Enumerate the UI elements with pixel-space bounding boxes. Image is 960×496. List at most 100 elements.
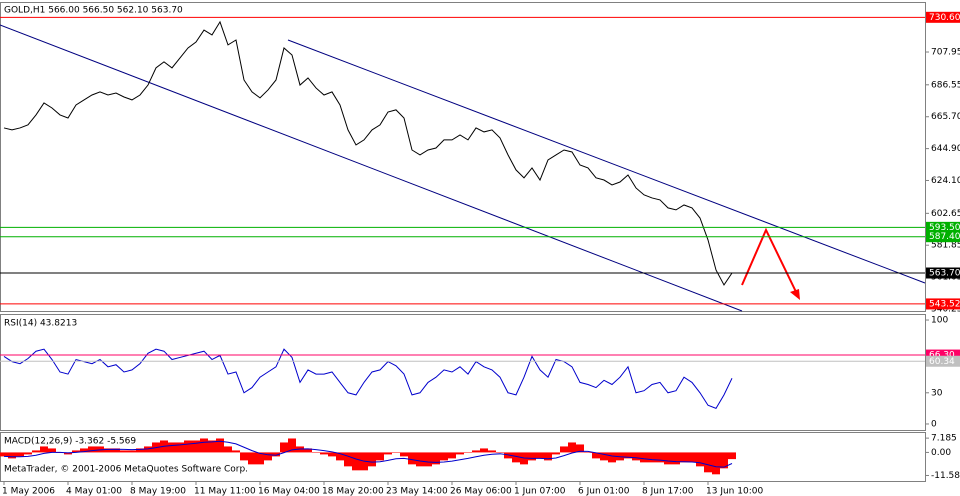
y-tick-label: 644.90 <box>931 144 960 154</box>
level-label: 563.70 <box>929 269 960 279</box>
x-tick-label: 6 Jun 01:00 <box>578 487 630 496</box>
histogram-bar <box>248 452 256 465</box>
histogram-bar <box>568 442 576 453</box>
histogram-bar <box>456 452 464 455</box>
histogram-bar <box>416 452 424 467</box>
histogram-bar <box>656 452 664 463</box>
histogram-bar <box>528 452 536 461</box>
signal-line <box>3 440 733 468</box>
histogram-bar <box>40 446 48 453</box>
level-box <box>926 231 960 243</box>
x-tick-label: 8 Jun 17:00 <box>642 487 694 496</box>
histogram-bar <box>352 452 360 471</box>
histogram-bar <box>648 452 656 463</box>
histogram-bar <box>256 452 264 465</box>
level-label: 543.52 <box>929 299 960 309</box>
x-tick-label: 1 May 2006 <box>2 487 55 496</box>
x-tick-label: 26 May 06:00 <box>450 487 512 496</box>
histogram-bar <box>448 452 456 459</box>
histogram-bar <box>272 452 280 457</box>
histogram-bar <box>600 452 608 461</box>
x-tick-label: 4 May 01:00 <box>66 487 122 496</box>
histogram-bar <box>304 448 312 453</box>
y-tick-label: 100 <box>931 316 948 326</box>
histogram-bar <box>576 444 584 453</box>
watermark: MetaTrader, © 2001-2006 MetaQuotes Softw… <box>4 465 248 475</box>
histogram-bar <box>480 448 488 453</box>
histogram-bar <box>464 452 472 453</box>
x-tick-label: 16 May 04:00 <box>258 487 320 496</box>
histogram-bar <box>440 452 448 461</box>
histogram-bar <box>368 452 376 467</box>
histogram-bar <box>200 438 208 453</box>
level-box <box>926 355 960 367</box>
histogram-bar <box>104 448 112 453</box>
level-label: 593.50 <box>929 223 960 233</box>
histogram-bar <box>640 452 648 463</box>
histogram-bar <box>704 452 712 473</box>
histogram-bar <box>312 452 320 453</box>
histogram-bar <box>184 440 192 453</box>
histogram-bar <box>216 438 224 453</box>
histogram-bar <box>488 450 496 453</box>
level-label: 730.60 <box>929 13 960 23</box>
x-tick-label: 13 Jun 10:00 <box>706 487 763 496</box>
y-tick-label: 707.95 <box>931 48 960 58</box>
channel-line <box>287 39 926 284</box>
histogram-bar <box>328 452 336 457</box>
y-tick-label: 602.65 <box>931 209 960 219</box>
histogram-bar <box>288 438 296 453</box>
histogram-bar <box>552 452 560 455</box>
histogram-bar <box>680 452 688 463</box>
rsi-panel <box>0 314 926 431</box>
histogram-bar <box>128 450 136 453</box>
histogram-bar <box>264 452 272 461</box>
histogram-bar <box>72 450 80 453</box>
price-title: GOLD,H1 566.00 566.50 562.10 563.70 <box>4 6 183 16</box>
histogram-bar <box>536 452 544 459</box>
y-tick-label: 665.70 <box>931 112 960 122</box>
y-tick-label: 30 <box>931 388 943 398</box>
histogram-bar <box>16 452 24 457</box>
level-box <box>926 298 960 310</box>
x-tick-label: 23 May 14:00 <box>386 487 448 496</box>
histogram-bar <box>8 452 16 459</box>
level-box <box>926 11 960 23</box>
y-tick-label: 0 <box>931 419 937 429</box>
histogram-bar <box>696 452 704 467</box>
y-tick-label: 540.25 <box>931 304 960 314</box>
level-box <box>926 267 960 279</box>
histogram-bar <box>176 442 184 453</box>
y-tick-label: 581.85 <box>931 241 960 251</box>
histogram-bar <box>384 452 392 455</box>
histogram-bar <box>584 452 592 453</box>
histogram-bar <box>208 440 216 453</box>
histogram-bar <box>232 450 240 453</box>
histogram-bar <box>712 452 720 475</box>
histogram-bar <box>320 452 328 455</box>
histogram-bar <box>544 452 552 461</box>
histogram-bar <box>496 452 504 453</box>
histogram-bar <box>720 452 728 469</box>
histogram-bar <box>240 452 248 461</box>
histogram-bar <box>560 446 568 453</box>
histogram-bar <box>592 452 600 459</box>
histogram-bar <box>80 448 88 453</box>
level-box <box>926 221 960 233</box>
forecast-arrow <box>741 227 799 297</box>
level-label: 60.34 <box>929 357 955 367</box>
level-label: 587.40 <box>929 232 960 242</box>
y-tick-label: 624.10 <box>931 176 960 186</box>
rsi-title: RSI(14) 43.8213 <box>4 319 77 329</box>
histogram-bar <box>472 450 480 453</box>
histogram-bar <box>168 442 176 453</box>
histogram-bar <box>0 452 8 457</box>
histogram-bar <box>144 446 152 453</box>
macd-title: MACD(12,26,9) -3.362 -5.569 <box>4 437 136 447</box>
level-box <box>926 349 960 361</box>
histogram-bar <box>112 448 120 453</box>
histogram-bar <box>344 452 352 467</box>
x-tick-label: 1 Jun 07:00 <box>514 487 566 496</box>
histogram-bar <box>424 452 432 467</box>
